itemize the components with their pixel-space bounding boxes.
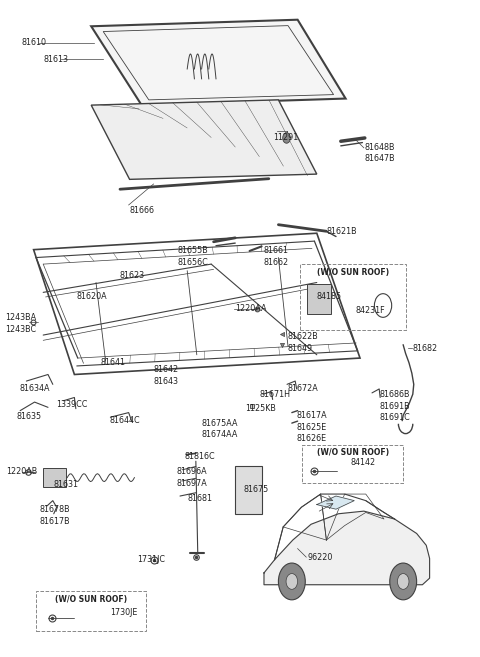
- Bar: [307, 284, 331, 314]
- Text: (W/O SUN ROOF): (W/O SUN ROOF): [55, 595, 127, 604]
- Text: 81674AA: 81674AA: [202, 430, 238, 440]
- Text: 81634A: 81634A: [19, 384, 50, 394]
- Text: 11291: 11291: [274, 133, 299, 143]
- Text: 81661: 81661: [263, 246, 288, 256]
- Circle shape: [397, 574, 409, 589]
- Text: 81662: 81662: [263, 258, 288, 267]
- Text: 1243BC: 1243BC: [5, 325, 36, 334]
- Text: 81617B: 81617B: [39, 516, 70, 526]
- Bar: [302, 445, 403, 483]
- Text: 1339CC: 1339CC: [57, 399, 88, 409]
- Text: 81623: 81623: [119, 271, 144, 281]
- Text: 81644C: 81644C: [109, 416, 140, 425]
- Polygon shape: [317, 496, 354, 509]
- Text: 81691B: 81691B: [379, 401, 410, 411]
- Text: 81643: 81643: [154, 376, 179, 386]
- Bar: [235, 466, 262, 514]
- Text: 81691C: 81691C: [379, 413, 410, 422]
- Text: 81635: 81635: [17, 412, 42, 421]
- Text: 81625E: 81625E: [297, 422, 327, 432]
- Text: 81642: 81642: [154, 365, 179, 374]
- Polygon shape: [264, 511, 430, 585]
- Text: 84142: 84142: [350, 458, 375, 467]
- Text: 81681: 81681: [187, 493, 212, 503]
- Text: 81696A: 81696A: [177, 467, 207, 476]
- Text: 81816C: 81816C: [185, 452, 216, 461]
- Circle shape: [283, 133, 290, 143]
- Text: 81631: 81631: [54, 480, 79, 489]
- Text: 81610: 81610: [22, 38, 47, 47]
- Text: 81656C: 81656C: [178, 258, 208, 267]
- Text: 81686B: 81686B: [379, 390, 410, 399]
- Text: 81613: 81613: [43, 55, 68, 64]
- Text: 81666: 81666: [130, 206, 155, 215]
- Text: 81678B: 81678B: [39, 505, 70, 514]
- Polygon shape: [91, 20, 346, 105]
- Text: 1220AB: 1220AB: [6, 467, 37, 476]
- Text: 81620A: 81620A: [77, 292, 108, 302]
- Text: 81675AA: 81675AA: [202, 419, 238, 428]
- Text: 81641: 81641: [101, 358, 126, 367]
- Text: 81626E: 81626E: [297, 434, 327, 443]
- Text: 81649: 81649: [288, 344, 313, 353]
- Text: 81697A: 81697A: [177, 479, 207, 488]
- Polygon shape: [91, 100, 317, 179]
- Text: 81672A: 81672A: [288, 384, 319, 394]
- Text: 84231F: 84231F: [355, 306, 385, 315]
- Bar: [36, 591, 146, 631]
- Text: 1125KB: 1125KB: [245, 404, 276, 413]
- Text: 81648B: 81648B: [365, 143, 396, 152]
- Text: 1220AA: 1220AA: [235, 304, 267, 313]
- Circle shape: [286, 574, 298, 589]
- Text: 81671H: 81671H: [259, 390, 290, 399]
- Text: (W/O SUN ROOF): (W/O SUN ROOF): [317, 448, 389, 457]
- Bar: [43, 468, 66, 487]
- Text: 84185: 84185: [317, 292, 342, 302]
- Text: 96220: 96220: [307, 553, 333, 562]
- Text: 1243BA: 1243BA: [5, 313, 36, 323]
- Bar: [300, 264, 406, 330]
- Text: (W/O SUN ROOF): (W/O SUN ROOF): [317, 268, 389, 277]
- Circle shape: [390, 563, 417, 600]
- Text: 81647B: 81647B: [365, 154, 396, 164]
- Circle shape: [278, 563, 305, 600]
- Text: 81655B: 81655B: [178, 246, 208, 256]
- Text: 81617A: 81617A: [297, 411, 327, 420]
- Text: 1730JE: 1730JE: [110, 608, 138, 617]
- Text: 1731JC: 1731JC: [137, 555, 165, 564]
- Text: 81675: 81675: [244, 485, 269, 494]
- Text: 81682: 81682: [413, 344, 438, 353]
- Text: 81622B: 81622B: [288, 332, 319, 341]
- Text: 81621B: 81621B: [326, 227, 357, 236]
